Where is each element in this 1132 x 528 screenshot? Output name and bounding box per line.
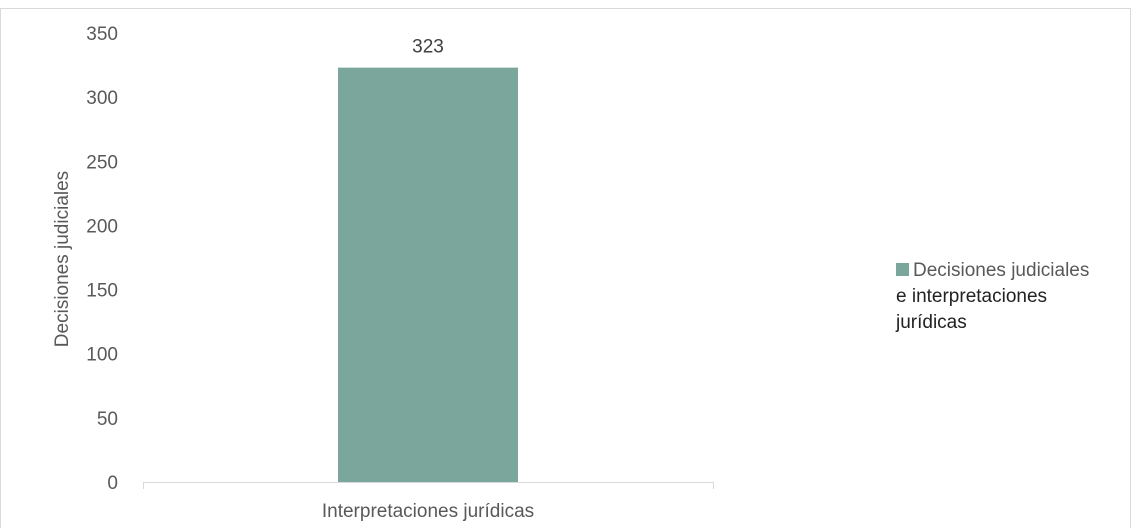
chart-frame xyxy=(0,8,1131,528)
y-tick-label: 150 xyxy=(86,281,118,302)
y-tick-label: 350 xyxy=(86,24,118,45)
y-tick-label: 300 xyxy=(86,88,118,109)
y-tick-label: 200 xyxy=(86,216,118,237)
x-category-label: Interpretaciones jurídicas xyxy=(322,501,534,522)
legend-label-line-1: Decisiones judiciales xyxy=(913,260,1090,281)
y-axis-ticks: 0 50 100 150 200 250 300 350 xyxy=(86,24,118,494)
x-axis-category-labels: Interpretaciones jurídicas xyxy=(322,501,534,522)
legend: Decisiones judiciales e interpretaciones… xyxy=(896,258,1126,336)
legend-item: Decisiones judiciales xyxy=(896,258,1126,284)
bars xyxy=(338,67,518,482)
y-tick-label: 50 xyxy=(97,409,118,430)
x-axis-tick-marks xyxy=(143,482,714,489)
legend-swatch xyxy=(896,263,909,276)
bar-data-label: 323 xyxy=(412,37,444,58)
legend-label-line-2: e interpretaciones xyxy=(896,286,1048,307)
y-axis-title: Decisiones judiciales xyxy=(52,171,73,347)
data-labels: 323 xyxy=(412,37,444,58)
y-tick-label: 100 xyxy=(86,345,118,366)
legend-label-line-3: jurídicas xyxy=(896,312,967,333)
y-tick-label: 250 xyxy=(86,152,118,173)
bar xyxy=(338,67,518,482)
y-tick-label: 0 xyxy=(107,473,118,494)
